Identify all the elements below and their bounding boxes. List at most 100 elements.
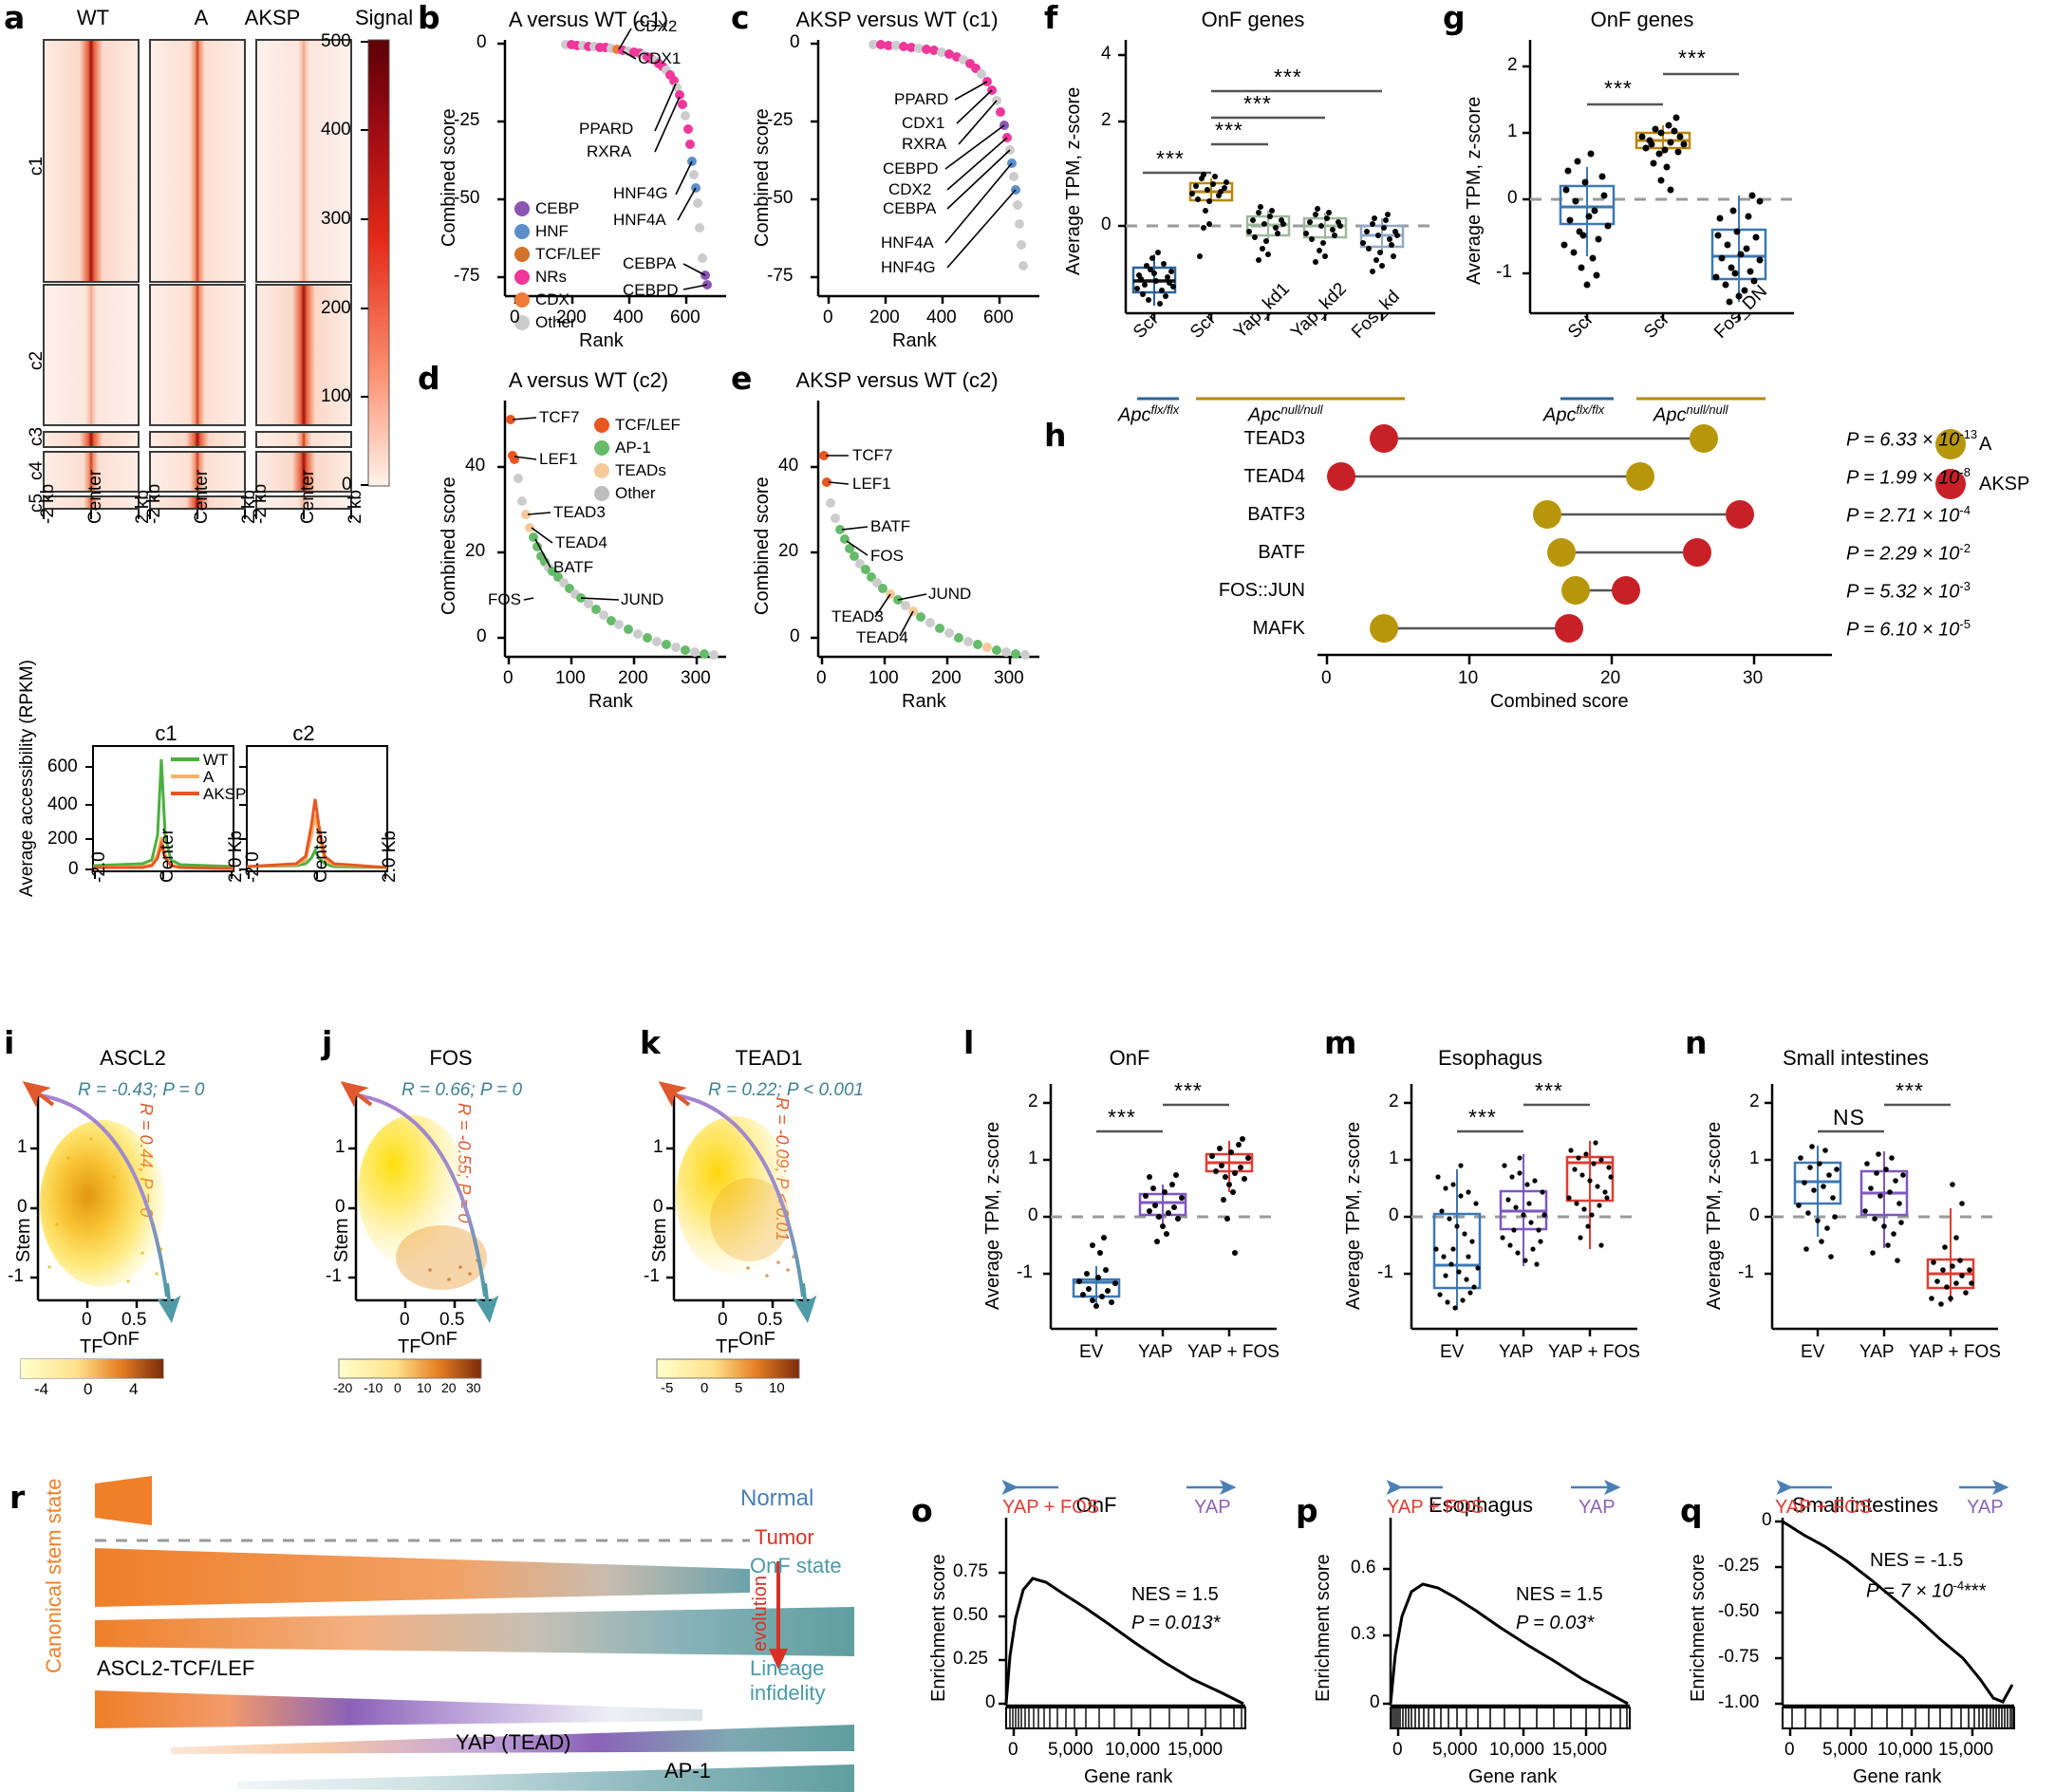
panel-j-corr-blue: R = 0.66; P = 0	[402, 1080, 523, 1100]
panel-n-sig-2: ***	[1896, 1078, 1924, 1103]
panel-e-ann-batf: BATF	[870, 517, 911, 535]
panel-r-band-1	[95, 1548, 750, 1607]
heatmap-c2-aksp	[255, 284, 352, 426]
heatmap-c2-a	[149, 284, 246, 426]
panel-b-ann-hnf4g: HNF4G	[613, 184, 668, 202]
panel-h-pval-6-text: P = 6.10 × 10	[1846, 619, 1960, 641]
panel-m-ytick-2: 2	[1389, 1092, 1399, 1111]
panel-d-legend-dots	[594, 418, 609, 501]
panel-f-genotype-1-label: Apc	[1118, 404, 1151, 426]
panel-h-pval-2: P = 1.99 × 10-8	[1846, 465, 1971, 490]
panel-h-row-1	[1370, 424, 1718, 453]
panel-l-letter: l	[963, 1024, 975, 1061]
panel-i-cbar-tick-1: -4	[34, 1380, 49, 1398]
panel-p-ytick-0: 0	[1370, 1692, 1380, 1712]
panel-d-legend-ap1: AP-1	[615, 439, 651, 457]
panel-j-cbar-tick-6: 30	[466, 1380, 481, 1395]
panel-c-ann-cdx2: CDX2	[888, 180, 932, 198]
panel-b-ytick-0: 0	[476, 32, 487, 52]
panel-n-letter: n	[1685, 1024, 1708, 1061]
panel-c-ann-cebpa: CEBPA	[883, 199, 937, 217]
panel-r-band-2	[95, 1607, 854, 1656]
panel-p-letter: p	[1296, 1492, 1318, 1529]
panel-h-row-label-2: TEAD4	[1243, 466, 1305, 487]
panel-j-cbar-tick-4: 10	[417, 1380, 432, 1395]
panel-r-band-5	[237, 1764, 854, 1792]
panel-b-leader-lines	[618, 28, 708, 290]
panel-h-legend-dot-a	[1935, 429, 1966, 459]
panel-g-letter: g	[1443, 0, 1466, 36]
panel-c-ann-rxra: RXRA	[902, 135, 947, 153]
panel-m-box-2	[1499, 1154, 1548, 1266]
panel-n-xtick-2: YAP	[1859, 1342, 1895, 1362]
panel-a-header-wt: WT	[76, 6, 110, 29]
panel-b-legend-other: Other	[535, 313, 576, 331]
panel-m-dots	[1433, 1140, 1614, 1311]
cbar-tick-500: 500	[321, 31, 351, 51]
panel-j-xlabel: OnF	[420, 1329, 458, 1350]
panel-r-evolution-arrow	[769, 1649, 788, 1670]
panel-a-profiles: c1 c2 Average accessibility (RPKM) WT A …	[0, 660, 418, 911]
panel-p-right-label: YAP	[1579, 1497, 1616, 1518]
panel-m: m Esophagus Average TPM, z-score	[1324, 1025, 1675, 1424]
panel-d-xtick-300: 300	[681, 668, 711, 688]
panel-c-leader-lines	[944, 81, 1017, 269]
panel-c-letter: c	[731, 0, 750, 36]
panel-m-xtick-3: YAP + FOS	[1548, 1342, 1640, 1362]
panel-p-title: Esophagus	[1428, 1493, 1534, 1517]
panel-l-xtick-3: YAP + FOS	[1187, 1342, 1280, 1362]
panel-f-dots	[1134, 172, 1400, 307]
panel-m-xtick-2: YAP	[1499, 1342, 1534, 1362]
panel-l-ytick-0: 0	[1028, 1205, 1038, 1225]
panel-p-plot	[1383, 1480, 1631, 1736]
panel-r-letter: r	[9, 1479, 26, 1516]
panel-a-letter: a	[4, 0, 26, 36]
profile-xtick-c1-left: -2.0	[89, 851, 109, 883]
panel-d-plot	[497, 401, 726, 664]
panel-e-ann-jund: JUND	[928, 585, 972, 603]
panel-j: j FOS Stem OnF R = 0.66; P = 0 R = -0.55…	[318, 1025, 631, 1424]
panel-b: b A versus WT (c1) Combined score Rank	[418, 0, 731, 361]
panel-l-sig-2: ***	[1174, 1078, 1203, 1103]
panel-d-ann-tead4: TEAD4	[555, 533, 607, 551]
panel-g-plot	[1523, 40, 1794, 401]
profile-xtick-c2-left: -2.0	[243, 851, 263, 883]
panel-f-genotype-2-label: Apc	[1248, 404, 1281, 426]
panel-h-pval-2-text: P = 1.99 × 10	[1846, 467, 1960, 489]
panel-g-genotype-2: Apcnull/null	[1653, 402, 1728, 427]
panel-l-xtick-1: EV	[1079, 1342, 1104, 1362]
cbar-tick-0: 0	[342, 475, 352, 495]
panel-o-plot	[999, 1480, 1246, 1736]
panel-b-ann-cebpd: CEBPD	[623, 281, 679, 299]
xtick-aksp-center: Center	[298, 469, 318, 524]
panel-o-es-curve	[1004, 1577, 1244, 1706]
panel-o-title: OnF	[1075, 1493, 1117, 1517]
panel-h-legend-label-aksp: AKSP	[1979, 474, 2030, 495]
panel-p-pval: P = 0.03*	[1516, 1613, 1595, 1633]
panel-i-xlabel: OnF	[103, 1329, 140, 1350]
panel-h-row-5	[1561, 576, 1640, 605]
panel-e-ann-tcf7: TCF7	[852, 446, 893, 464]
panel-b-legend-cebp: CEBP	[535, 199, 580, 217]
panel-c-ann-hnf4a: HNF4A	[881, 233, 934, 252]
panel-k-cbar-tick-1: -5	[661, 1380, 674, 1396]
panel-a: a WT A AKSP	[0, 0, 413, 721]
panel-c-ytick-0: 0	[790, 32, 800, 52]
panel-n-title: Small intestines	[1782, 1046, 1930, 1070]
panel-g-ytick-m1: -1	[1496, 262, 1512, 282]
xtick-aksp-left: -2 kb	[251, 483, 271, 524]
panel-h-row-label-4: BATF	[1258, 542, 1305, 563]
xtick-wt-left: -2 kb	[38, 483, 58, 524]
panel-h-xlabel: Combined score	[1490, 691, 1629, 712]
panel-p-ytick-03: 0.3	[1351, 1624, 1376, 1644]
panel-i-colorbar	[21, 1359, 163, 1378]
panel-r-band-label-1: ASCL2-TCF/LEF	[97, 1656, 255, 1680]
profile-xtick-c2-center: Center	[311, 828, 331, 883]
panel-g-title: OnF genes	[1590, 8, 1694, 31]
panel-m-sig-2: ***	[1535, 1078, 1563, 1103]
panel-k-title: TEAD1	[735, 1046, 803, 1070]
panel-o-right-label: YAP	[1194, 1497, 1231, 1518]
panel-o-nes: NES = 1.5	[1131, 1584, 1219, 1605]
panel-e-ytick-0: 0	[790, 626, 800, 646]
panel-p-nes: NES = 1.5	[1516, 1584, 1603, 1605]
